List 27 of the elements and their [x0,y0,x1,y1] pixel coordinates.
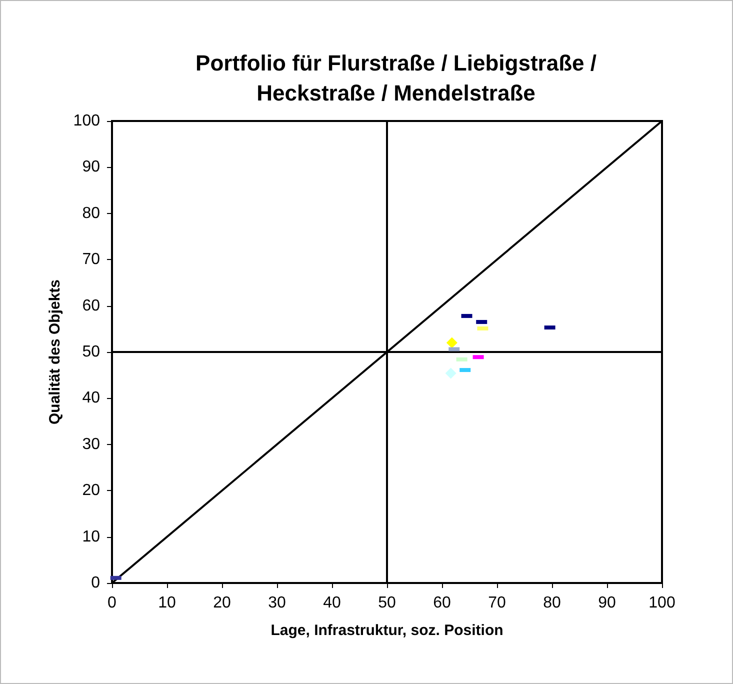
y-tick-label: 0 [91,574,100,592]
y-tick-label: 70 [82,251,100,268]
y-tick-label: 100 [73,112,100,130]
x-tick-label: 90 [598,594,616,612]
x-tick-label: 70 [488,594,506,612]
x-tick-label: 10 [158,594,176,612]
x-axis-title: Lage, Infrastruktur, soz. Position [270,622,504,639]
x-tick-label: 50 [378,594,396,612]
y-tick-label: 50 [82,344,100,360]
x-tick-label: 60 [433,594,451,612]
y-tick-label: 10 [82,528,100,546]
point [445,368,456,379]
x-tick-label: 20 [213,594,231,612]
y-tick-label: 90 [82,158,100,176]
x-tick-label: 40 [323,594,341,612]
chart-title: Portfolio für Flurstraße / Liebigstraße / Heckstraße / Mendelstraße [196,50,596,106]
x-tick-label: 100 [648,594,676,612]
y-tick-label: 20 [82,482,100,500]
y-tick-label: 60 [82,297,100,314]
y-tick-label: 30 [82,436,100,453]
x-tick-label: 30 [268,594,286,612]
point [446,337,458,348]
x-tick-label: 80 [543,594,561,612]
y-tick-label: 40 [82,390,100,407]
x-tick-label: 0 [108,594,117,612]
y-axis-title: Qualität des Objekts [46,279,64,425]
y-tick-label: 80 [82,204,100,222]
